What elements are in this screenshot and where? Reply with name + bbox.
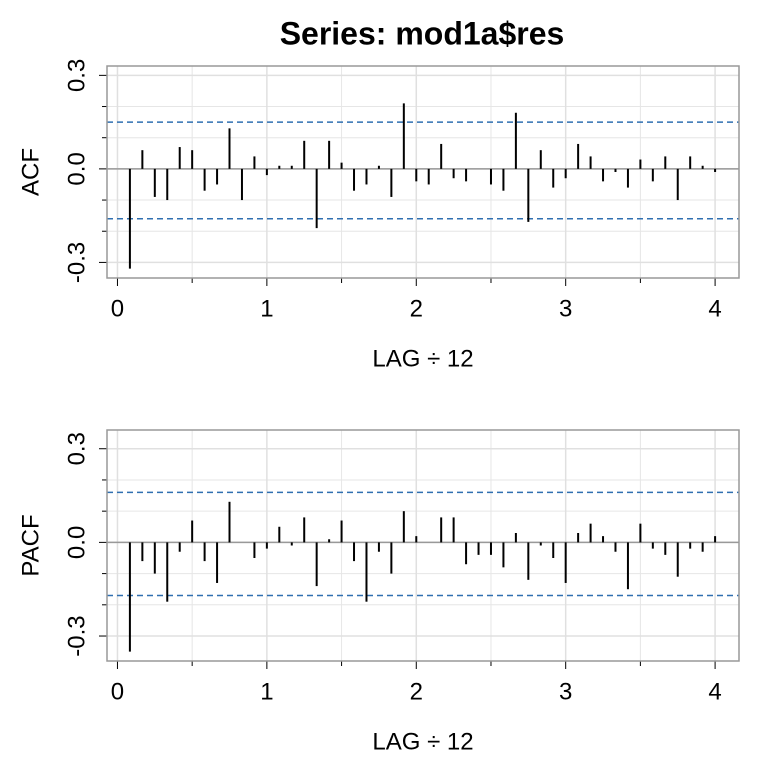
x-tick-label: 2 <box>410 295 423 322</box>
y-tick-label: 0.3 <box>63 432 90 465</box>
y-axis-label: PACF <box>17 514 44 576</box>
y-tick-label: 0.0 <box>63 152 90 185</box>
x-tick-label: 1 <box>260 678 273 705</box>
x-tick-label: 0 <box>111 295 124 322</box>
x-tick-label: 0 <box>111 678 124 705</box>
x-tick-label: 3 <box>559 678 572 705</box>
y-tick-label: -0.3 <box>63 242 90 283</box>
x-tick-label: 1 <box>260 295 273 322</box>
x-tick-label: 4 <box>708 678 721 705</box>
x-tick-label: 3 <box>559 295 572 322</box>
y-tick-label: -0.3 <box>63 615 90 656</box>
chart-title: Series: mod1a$res <box>280 15 565 51</box>
x-tick-label: 4 <box>708 295 721 322</box>
x-axis-label: LAG ÷ 12 <box>372 728 473 755</box>
y-axis-label: ACF <box>17 148 44 196</box>
y-tick-label: 0.0 <box>63 526 90 559</box>
x-tick-label: 2 <box>410 678 423 705</box>
plot-frame <box>106 429 740 662</box>
x-axis-label: LAG ÷ 12 <box>372 345 473 372</box>
y-tick-label: 0.3 <box>63 59 90 92</box>
plot-frame <box>106 65 740 279</box>
